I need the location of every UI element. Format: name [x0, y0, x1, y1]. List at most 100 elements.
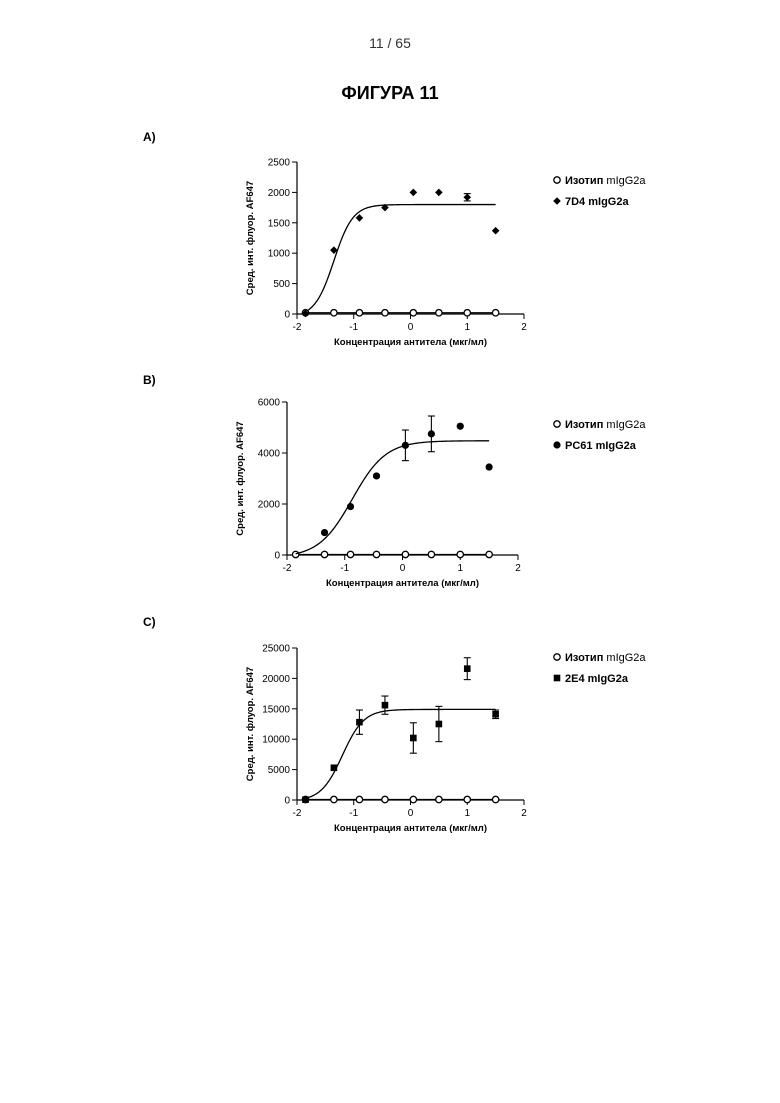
x-tick-label: 1 [464, 322, 470, 333]
y-tick-label: 25000 [262, 644, 290, 655]
data-point [356, 310, 362, 316]
data-point [457, 423, 464, 430]
data-point [402, 442, 409, 449]
data-point [436, 796, 442, 802]
x-tick-label: 2 [521, 322, 527, 333]
data-point [410, 735, 417, 742]
data-point [331, 764, 338, 771]
data-point [292, 551, 298, 557]
page-number: 11 / 65 [0, 35, 780, 51]
legend-marker [554, 654, 560, 660]
chart-panel-a: 05001000150020002500-2-1012Концентрация … [0, 150, 780, 380]
y-tick-label: 6000 [258, 398, 281, 409]
x-tick-label: -2 [283, 563, 292, 574]
x-tick-label: 2 [515, 563, 521, 574]
chart-panel-b: 0 2000 4000 6000 -2 -1 0 1 2 Концентрация антител… [0, 390, 780, 620]
x-tick-label: 1 [457, 563, 463, 574]
x-tick-label: 1 [464, 808, 470, 819]
x-axis-title: Концентрация антитела (мкг/мл) [334, 337, 487, 348]
legend-label: 7D4 mIgG2a [565, 196, 629, 208]
data-point [436, 721, 443, 728]
x-tick-label: -1 [340, 563, 349, 574]
data-point [486, 463, 493, 470]
data-point [428, 430, 435, 437]
data-point [356, 214, 364, 222]
legend-label-name: Изотип [565, 175, 603, 187]
legend-label-name: Изотип [565, 652, 603, 664]
data-point [464, 310, 470, 316]
x-tick-label: 0 [408, 808, 414, 819]
data-point [410, 796, 416, 802]
legend-label: Изотип mIgG2a [565, 652, 646, 664]
data-point [463, 193, 471, 201]
legend-label: 2E4 mIgG2a [565, 673, 629, 685]
data-point [492, 796, 498, 802]
legend-label: Изотип mIgG2a [565, 175, 646, 187]
y-tick-label: 2000 [258, 500, 281, 511]
data-point [428, 551, 434, 557]
x-tick-label: -1 [349, 322, 358, 333]
legend-label-isotype: mIgG2a [603, 419, 646, 431]
data-point [435, 189, 443, 197]
figure-title: ФИГУРА 11 [0, 83, 780, 104]
legend-marker [554, 421, 560, 427]
data-point [382, 796, 388, 802]
legend-label-name: Изотип [565, 419, 603, 431]
fit-curve [308, 205, 495, 310]
data-point [410, 189, 418, 197]
y-tick-label: 0 [274, 551, 280, 562]
legend-label-name: PC61 mIgG2a [565, 440, 637, 452]
y-tick-label: 20000 [262, 674, 290, 685]
data-point [486, 551, 492, 557]
data-point [331, 310, 337, 316]
y-axis-title: Сред. инт. флуор. AF647 [245, 667, 256, 781]
data-point [457, 551, 463, 557]
data-point [410, 310, 416, 316]
y-tick-label: 5000 [268, 765, 291, 776]
series-0 [302, 310, 499, 316]
data-point [402, 551, 408, 557]
series-1 [296, 416, 493, 554]
x-tick-label: 2 [521, 808, 527, 819]
legend-marker [553, 441, 560, 448]
series-1 [302, 189, 500, 318]
x-tick-label: -1 [349, 808, 358, 819]
data-point [382, 310, 388, 316]
legend-marker [554, 177, 560, 183]
panel-label-a: A) [143, 130, 156, 144]
data-point [321, 529, 328, 536]
y-tick-label: 500 [273, 279, 290, 290]
fit-curve [296, 441, 489, 554]
data-point [464, 796, 470, 802]
data-point [356, 719, 363, 726]
legend-marker [553, 197, 561, 205]
data-point [492, 711, 499, 718]
data-point [373, 472, 380, 479]
y-tick-label: 2000 [268, 188, 291, 199]
data-point [436, 310, 442, 316]
y-tick-label: 1000 [268, 249, 291, 260]
legend-label: Изотип mIgG2a [565, 419, 646, 431]
data-point [373, 551, 379, 557]
x-axis-title: Концентрация антитела (мкг/мл) [334, 823, 487, 834]
y-tick-label: 4000 [258, 449, 281, 460]
series-0 [302, 796, 499, 802]
series-1 [302, 658, 499, 803]
fit-curve [308, 709, 495, 797]
x-axis-title: Концентрация антитела (мкг/мл) [326, 578, 479, 589]
legend-label: PC61 mIgG2a [565, 440, 637, 452]
y-axis-title: Сред. инт. флуор. AF647 [235, 421, 246, 535]
data-point [464, 665, 471, 672]
x-tick-label: 0 [400, 563, 406, 574]
y-axis-title: Сред. инт. флуор. AF647 [245, 181, 256, 295]
data-point [492, 227, 500, 235]
legend-label-name: 7D4 mIgG2a [565, 196, 629, 208]
data-point [302, 796, 309, 803]
y-tick-label: 0 [284, 796, 290, 807]
y-tick-label: 0 [284, 310, 290, 321]
data-point [492, 310, 498, 316]
x-tick-label: 0 [408, 322, 414, 333]
x-tick-label: -2 [293, 322, 302, 333]
legend-label-isotype: mIgG2a [603, 175, 646, 187]
y-tick-label: 10000 [262, 735, 290, 746]
